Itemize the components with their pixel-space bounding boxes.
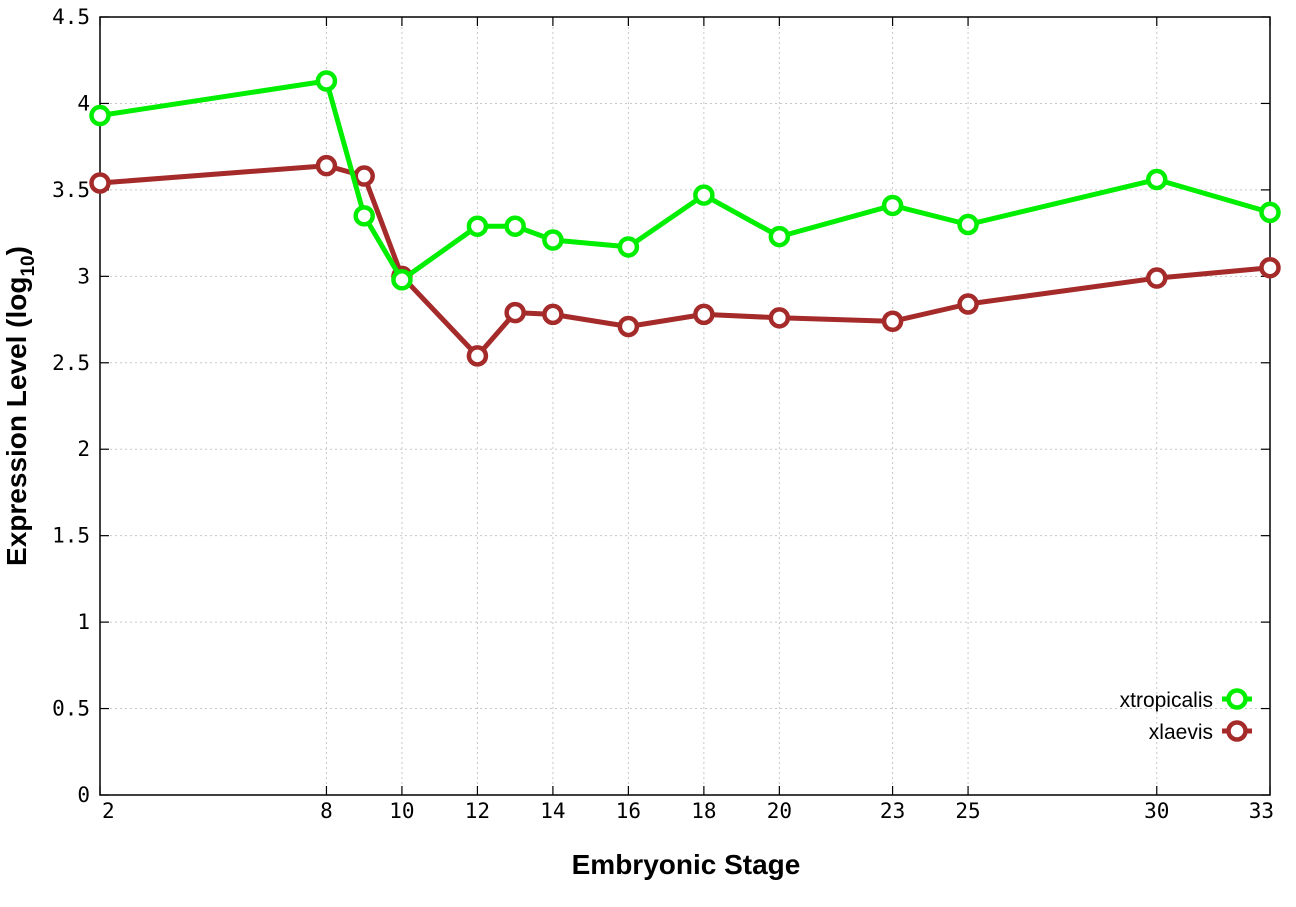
data-point [466, 215, 489, 237]
legend-label: xtropicalis [1120, 689, 1213, 712]
x-axis-title: Embryonic Stage [572, 849, 801, 880]
data-point [89, 172, 111, 194]
x-tick-label: 23 [880, 799, 905, 823]
x-tick-label: 20 [767, 799, 792, 823]
x-tick-label: 12 [465, 799, 490, 823]
data-point [693, 184, 715, 206]
data-point [89, 104, 111, 127]
legend-swatch-marker [1226, 720, 1248, 742]
series-line [99, 163, 1271, 359]
data-point [466, 345, 489, 367]
legend: xtropicalis xlaevis [1120, 688, 1252, 744]
data-point [617, 236, 640, 258]
data-point [881, 310, 904, 333]
y-tick-label: 2.5 [52, 351, 90, 375]
x-tick-label: 25 [955, 799, 980, 823]
series-xtropicalis [89, 70, 1281, 291]
data-point [1259, 201, 1281, 224]
data-point [1259, 256, 1281, 279]
data-point [768, 307, 791, 329]
y-tick-label: 3 [77, 264, 90, 288]
data-point [542, 303, 564, 326]
legend-item: xlaevis [1149, 720, 1252, 744]
grid [100, 17, 1270, 795]
x-tick-label: 10 [389, 799, 414, 823]
data-point [504, 301, 526, 324]
data-point [315, 154, 338, 177]
y-tick-label: 3.5 [52, 178, 90, 202]
data-point [617, 315, 640, 338]
data-point [315, 70, 338, 92]
x-tick-label: 16 [616, 799, 641, 823]
x-tick-label: 33 [1249, 799, 1274, 823]
series-xlaevis [89, 154, 1281, 367]
data-point [542, 229, 564, 251]
data-point [768, 225, 791, 248]
data-point [504, 215, 526, 237]
y-tick-label: 4 [77, 91, 90, 115]
y-tick-label: 4.5 [52, 5, 90, 29]
y-tick-label: 0 [77, 783, 90, 807]
x-tick-label: 18 [691, 799, 716, 823]
data-point [353, 205, 375, 227]
data-point [693, 303, 715, 326]
x-tick-label: 30 [1144, 799, 1169, 823]
y-axis-title-main: Expression Level (log [1, 277, 32, 566]
y-tick-label: 0.5 [52, 697, 90, 721]
series-line [99, 78, 1271, 283]
data-point [391, 269, 413, 291]
legend-swatch-marker [1226, 688, 1248, 710]
y-tick-label: 2 [77, 437, 90, 461]
data-point [1146, 267, 1168, 289]
y-tick-label: 1 [77, 610, 90, 634]
data-point [957, 213, 979, 236]
data-point [353, 165, 375, 187]
series-group [89, 70, 1281, 367]
data-point [957, 293, 979, 315]
x-tick-label: 8 [320, 799, 333, 823]
x-tick-label: 2 [102, 799, 115, 823]
axis-ticks: 0 0.5 1 1.5 2 2.5 3 3.5 4 4.5 2 8 10 12 14 16 18 20 23 25 30… [52, 5, 1274, 823]
legend-item: xtropicalis [1120, 688, 1252, 712]
y-tick-label: 1.5 [52, 524, 90, 548]
x-tick-label: 14 [540, 799, 565, 823]
data-point [881, 194, 904, 217]
plot-frame [99, 16, 1271, 796]
legend-label: xlaevis [1149, 721, 1213, 744]
y-axis-title-subscript: 10 [18, 255, 39, 276]
data-point [1146, 168, 1168, 191]
y-axis-title-close: ) [1, 246, 32, 255]
y-axis-title: Expression Level (log10) [1, 246, 39, 566]
